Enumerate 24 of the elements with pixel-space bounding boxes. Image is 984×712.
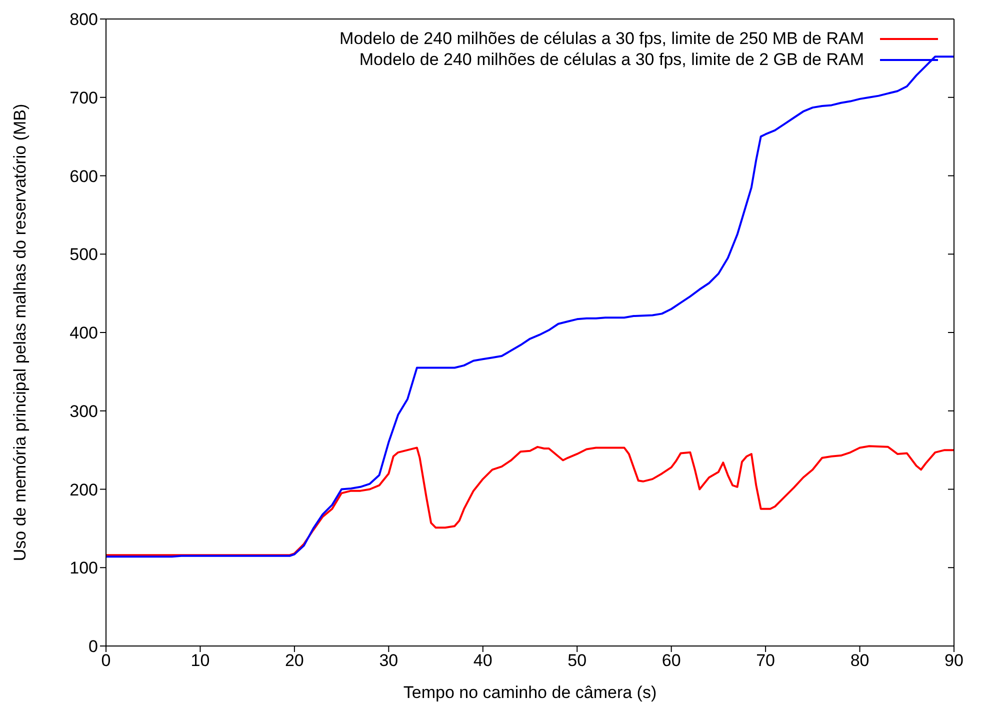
x-tick-label: 30 [379,651,398,670]
x-axis-title: Tempo no caminho de câmera (s) [403,683,657,702]
x-tick-label: 60 [662,651,681,670]
y-axis-title: Uso de memória principal pelas malhas do reservatório (MB) [10,104,30,562]
x-tick-label: 90 [944,651,964,670]
y-tick-label: 600 [70,166,98,186]
legend-label: Modelo de 240 milhões de células a 30 fps, limite de 2 GB de RAM [359,49,864,70]
x-tick-label: 40 [473,651,492,670]
y-tick-label: 200 [70,480,98,500]
x-tick-label: 80 [850,651,870,670]
x-tick-label: 0 [101,651,111,670]
x-tick-label: 50 [568,651,587,670]
y-tick-label: 100 [70,558,98,578]
x-tick-label: 10 [190,651,210,670]
line-series [106,445,954,556]
y-tick-label: 300 [70,402,98,421]
legend-label: Modelo de 240 milhões de células a 30 fps, limite de 250 MB de RAM [340,28,864,49]
x-tick-label: 70 [756,651,776,670]
y-tick-label: 0 [88,637,98,656]
y-tick-label: 500 [70,245,98,264]
y-tick-label: 800 [70,10,98,30]
y-tick-label: 700 [70,88,98,108]
y-tick-label: 400 [70,324,98,343]
x-tick-label: 20 [284,651,304,670]
